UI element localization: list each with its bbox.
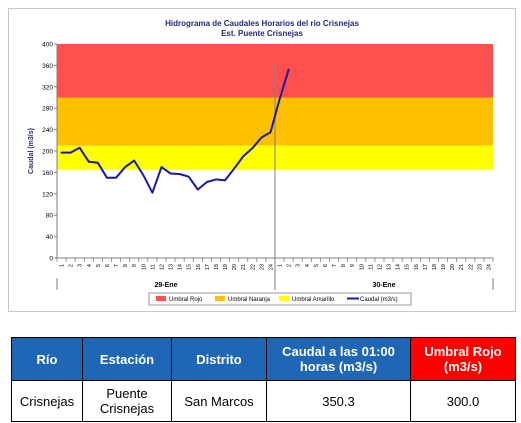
x-tick-label: 21 — [459, 264, 465, 270]
header-estacion: Estación — [82, 337, 172, 381]
x-tick-label: 22 — [250, 264, 256, 270]
legend-label: Umbral Amarillo — [292, 297, 335, 303]
x-tick-label: 14 — [178, 264, 184, 270]
y-tick-label: 400 — [42, 42, 53, 49]
y-tick-label: 360 — [42, 63, 53, 70]
x-tick-label: 20 — [450, 264, 456, 270]
x-tick-label: 1 — [278, 264, 284, 267]
legend-label: Caudal (m3/s) — [360, 297, 398, 303]
y-tick-label: 240 — [42, 127, 53, 134]
legend-swatch — [215, 296, 225, 301]
day-label: 30-Ene — [373, 282, 396, 289]
x-tick-label: 24 — [268, 264, 274, 270]
x-tick-label: 11 — [368, 264, 374, 270]
x-tick-label: 2 — [287, 264, 293, 267]
cell-distrito: San Marcos — [171, 380, 267, 422]
y-axis-label: Caudal (m3/s) — [28, 128, 35, 174]
x-tick-label: 23 — [477, 264, 483, 270]
legend-label: Umbral Naranja — [228, 297, 271, 303]
x-tick-label: 13 — [169, 264, 175, 270]
header-rio: Río — [11, 337, 83, 381]
x-tick-label: 13 — [387, 264, 393, 270]
legend-label: Umbral Rojo — [169, 297, 203, 303]
x-tick-label: 5 — [96, 264, 102, 267]
x-tick-label: 1 — [60, 264, 66, 267]
y-tick-label: 0 — [49, 256, 53, 263]
chart-title: Hidrograma de Caudales Horarios del rio … — [165, 19, 359, 28]
x-tick-label: 8 — [341, 264, 347, 267]
x-tick-label: 2 — [69, 264, 75, 267]
x-tick-label: 4 — [87, 264, 93, 267]
x-tick-label: 9 — [132, 264, 138, 267]
caudal-series-line — [60, 68, 290, 194]
x-tick-label: 9 — [350, 264, 356, 267]
x-tick-label: 3 — [78, 264, 84, 267]
x-tick-label: 12 — [377, 264, 383, 270]
x-tick-label: 19 — [441, 264, 447, 270]
y-tick-label: 200 — [42, 149, 53, 156]
x-tick-label: 16 — [196, 264, 202, 270]
x-tick-label: 18 — [214, 264, 220, 270]
x-tick-label: 17 — [205, 264, 211, 270]
x-tick-label: 7 — [114, 264, 120, 267]
x-tick-label: 3 — [296, 264, 302, 267]
x-tick-label: 11 — [150, 264, 156, 270]
x-tick-label: 12 — [159, 264, 165, 270]
x-tick-label: 22 — [468, 264, 474, 270]
station-table: Río Estación Distrito Caudal a las 01:00… — [11, 337, 516, 422]
y-tick-label: 160 — [42, 170, 53, 177]
cell-caudal: 350.3 — [266, 380, 411, 422]
x-tick-label: 19 — [223, 264, 229, 270]
y-tick-label: 120 — [42, 191, 53, 198]
y-tick-label: 40 — [46, 234, 54, 241]
legend-swatch — [279, 296, 289, 301]
x-tick-label: 15 — [187, 264, 193, 270]
y-tick-label: 280 — [42, 106, 53, 113]
y-tick-label: 80 — [46, 213, 54, 220]
x-tick-label: 18 — [432, 264, 438, 270]
x-tick-label: 5 — [314, 264, 320, 267]
x-tick-label: 15 — [405, 264, 411, 270]
cell-estacion: Puente Crisnejas — [82, 380, 172, 422]
cell-rio: Crisnejas — [11, 380, 83, 422]
x-tick-label: 10 — [359, 264, 365, 270]
x-tick-label: 20 — [232, 264, 238, 270]
legend-swatch — [156, 296, 166, 301]
x-tick-label: 16 — [414, 264, 420, 270]
x-tick-label: 6 — [105, 264, 111, 267]
x-tick-label: 14 — [396, 264, 402, 270]
x-tick-label: 24 — [486, 264, 492, 270]
y-tick-label: 320 — [42, 84, 53, 91]
x-tick-label: 8 — [123, 264, 129, 267]
header-distrito: Distrito — [171, 337, 267, 381]
hydrograph-chart: Hidrograma de Caudales Horarios del rio … — [28, 19, 494, 306]
header-caudal: Caudal a las 01:00 horas (m3/s) — [266, 337, 411, 381]
chart-subtitle: Est. Puente Crisnejas — [221, 29, 303, 38]
x-tick-label: 17 — [423, 264, 429, 270]
day-label: 29-Ene — [155, 282, 178, 289]
x-tick-label: 21 — [241, 264, 247, 270]
cell-umbral-rojo: 300.0 — [410, 380, 516, 422]
x-tick-label: 4 — [305, 264, 311, 267]
x-tick-label: 7 — [332, 264, 338, 267]
x-tick-label: 10 — [141, 264, 147, 270]
x-tick-label: 6 — [323, 264, 329, 267]
table-header-row: Río Estación Distrito Caudal a las 01:00… — [11, 337, 516, 381]
x-tick-label: 23 — [259, 264, 265, 270]
header-umbral-rojo: Umbral Rojo (m3/s) — [410, 337, 516, 381]
table-row: Crisnejas Puente Crisnejas San Marcos 35… — [11, 380, 516, 422]
chart-panel: Hidrograma de Caudales Horarios del rio … — [8, 8, 516, 312]
